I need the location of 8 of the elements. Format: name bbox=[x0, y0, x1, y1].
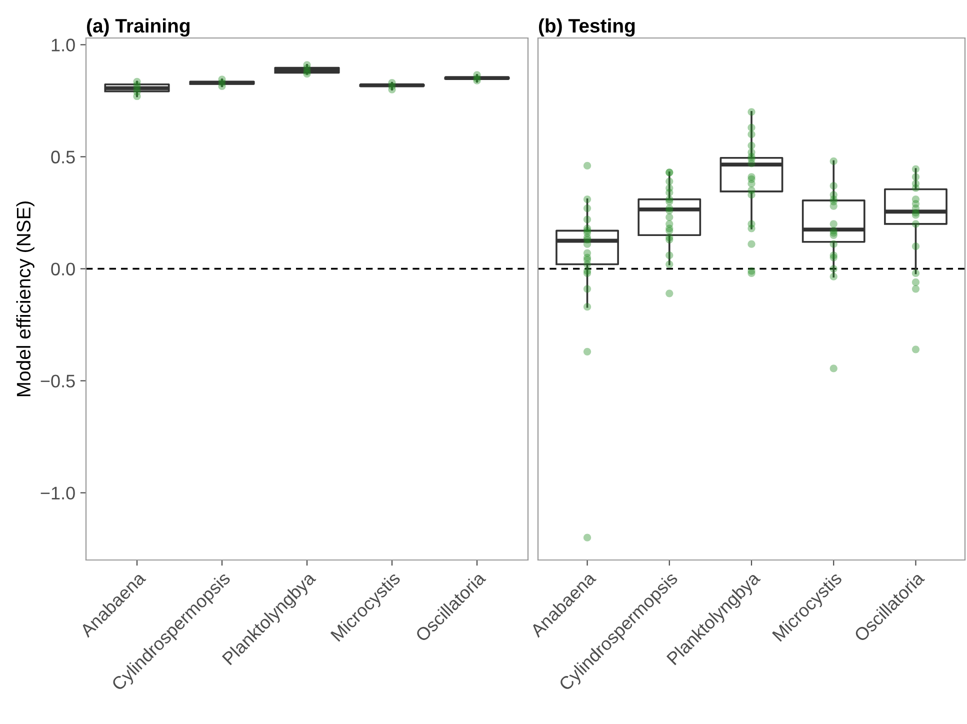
y-tick-label: −1.0 bbox=[40, 486, 75, 500]
chart-title: (a) Training bbox=[86, 18, 190, 37]
y-axis-title: Model efficiency (NSE) bbox=[16, 202, 34, 396]
y-tick-label: −0.5 bbox=[40, 374, 75, 388]
y-tick-label: 0.5 bbox=[51, 150, 75, 164]
y-tick-label: 1.0 bbox=[52, 38, 75, 52]
chart-title: (b) Testing bbox=[538, 18, 635, 37]
y-tick-label: 0.0 bbox=[51, 262, 75, 276]
